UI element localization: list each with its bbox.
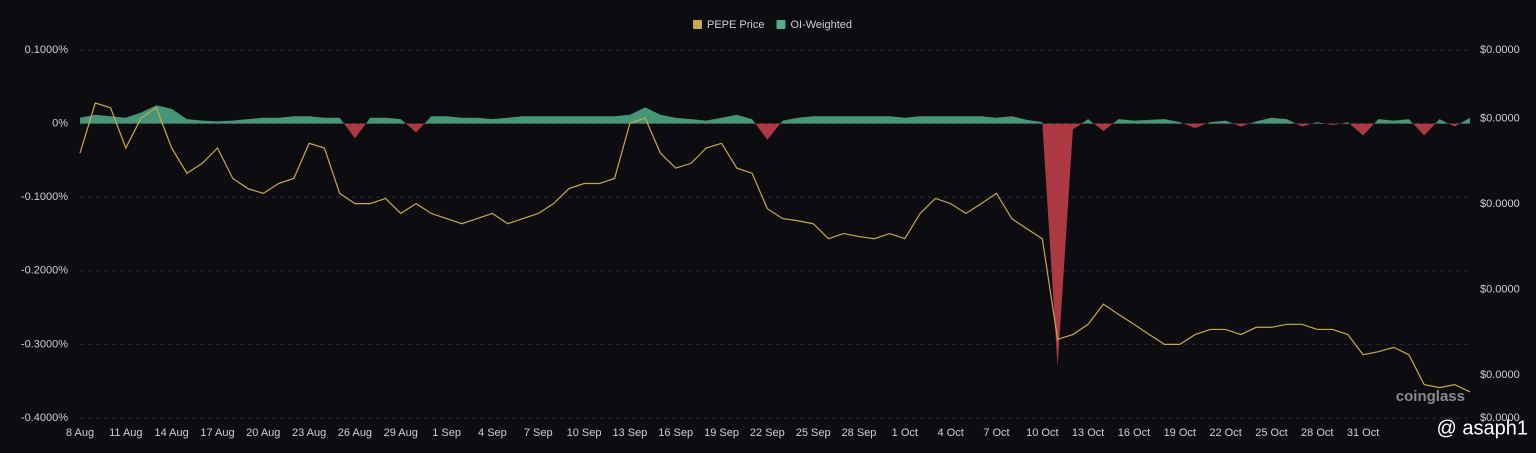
x-tick-label: 25 Sep [796, 427, 831, 439]
x-tick-label: 23 Aug [292, 427, 326, 439]
x-tick-label: 4 Oct [938, 427, 964, 439]
price-line [79, 102, 1471, 393]
x-tick-label: 22 Oct [1209, 427, 1241, 439]
watermark: coinglass [1396, 388, 1465, 405]
x-tick-label: 19 Oct [1164, 427, 1196, 439]
x-tick-label: 10 Sep [567, 427, 602, 439]
x-tick-label: 7 Oct [983, 427, 1009, 439]
y2-tick-label: $0.0000 [1480, 284, 1520, 296]
y-tick-label: 0.1000% [25, 44, 69, 56]
x-tick-label: 1 Oct [892, 427, 918, 439]
y-tick-label: 0% [52, 118, 68, 130]
x-tick-label: 29 Aug [384, 427, 418, 439]
legend-swatch [776, 20, 786, 29]
y2-tick-label: $0.0000 [1480, 412, 1520, 424]
y-tick-label: -0.2000% [21, 265, 68, 277]
legend-label: OI-Weighted [790, 19, 852, 31]
y-tick-label: -0.1000% [21, 191, 68, 203]
credit: @ asaph1 [1437, 417, 1528, 439]
x-tick-label: 26 Aug [338, 427, 372, 439]
x-tick-label: 8 Aug [66, 427, 94, 439]
x-tick-label: 16 Oct [1118, 427, 1150, 439]
x-tick-label: 20 Aug [246, 427, 280, 439]
x-tick-label: 28 Sep [842, 427, 877, 439]
x-tick-label: 11 Aug [109, 427, 142, 439]
y2-tick-label: $0.0000 [1480, 44, 1520, 56]
y2-tick-label: $0.0000 [1480, 112, 1520, 124]
y2-tick-label: $0.0000 [1480, 369, 1520, 381]
x-tick-label: 25 Oct [1255, 427, 1287, 439]
legend-swatch [693, 20, 702, 29]
x-tick-label: 16 Sep [658, 427, 693, 439]
x-tick-label: 13 Sep [612, 427, 647, 439]
legend-label: PEPE Price [707, 19, 764, 31]
x-tick-label: 13 Oct [1072, 427, 1104, 439]
x-tick-label: 1 Sep [432, 427, 461, 439]
y-tick-label: -0.3000% [21, 338, 68, 350]
x-tick-label: 17 Aug [200, 427, 234, 439]
x-tick-label: 28 Oct [1301, 427, 1333, 439]
x-tick-label: 22 Sep [750, 427, 785, 439]
y-tick-label: -0.4000% [21, 412, 68, 424]
x-tick-label: 4 Sep [478, 427, 507, 439]
x-tick-label: 10 Oct [1026, 427, 1058, 439]
x-tick-label: 14 Aug [155, 427, 189, 439]
y2-tick-label: $0.0000 [1480, 198, 1520, 210]
x-tick-label: 7 Sep [524, 427, 553, 439]
x-tick-label: 31 Oct [1347, 427, 1379, 439]
x-tick-label: 19 Sep [704, 427, 739, 439]
